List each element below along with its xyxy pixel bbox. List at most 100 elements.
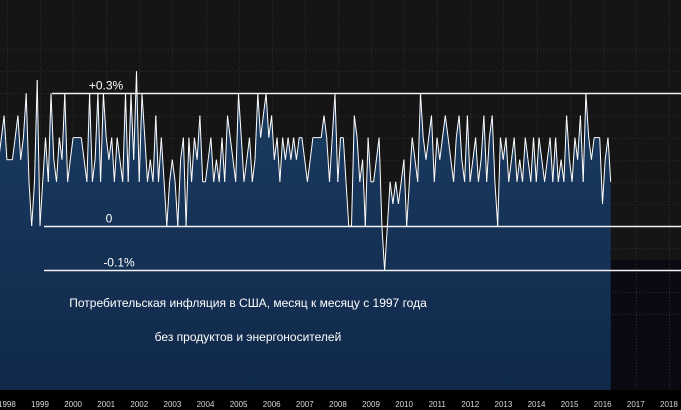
series-line-segment	[224, 115, 228, 182]
x-axis-ticks: 1998 1999 2000 2001 2002 2003 2004 2005 2006 2007…	[0, 400, 678, 409]
series-line-segment	[362, 159, 366, 227]
series-line-segment	[69, 137, 74, 160]
series-line-segment	[125, 93, 129, 182]
series-line-segment	[439, 137, 443, 160]
series-line-segment	[271, 115, 275, 160]
series-line-segment	[149, 159, 154, 182]
x-tick-label: 2007	[296, 400, 314, 409]
series-line-segment	[522, 137, 526, 182]
x-tick-label: 2010	[395, 400, 413, 409]
x-tick-label: 2000	[64, 400, 82, 409]
series-line-segment	[130, 93, 135, 160]
series-line-segment	[469, 159, 474, 182]
series-line-segment	[83, 159, 88, 182]
series-line-segment	[218, 137, 223, 182]
series-line-segment	[508, 159, 512, 182]
series-line-segment	[61, 93, 66, 160]
series-line-segment	[116, 137, 121, 160]
series-line-segment	[422, 137, 427, 160]
series-line-segment	[579, 115, 584, 182]
series-line-segment	[367, 137, 372, 182]
series-line-segment	[533, 137, 537, 182]
series-line-segment	[444, 115, 449, 138]
series-line-segment	[447, 137, 452, 160]
series-line-segment	[155, 115, 159, 182]
series-line-segment	[433, 137, 438, 182]
series-line-segment	[182, 137, 187, 227]
series-line-segment	[381, 225, 386, 271]
series-line-segment	[455, 115, 460, 138]
chart-title: Потребительская инфляция в США, месяц к …	[69, 296, 427, 310]
series-line-segment	[127, 93, 132, 182]
series-line-segment	[80, 137, 85, 160]
series-lines	[0, 71, 612, 271]
series-line-segment	[265, 93, 270, 138]
series-line-segment	[400, 159, 405, 182]
series-line-segment	[497, 137, 501, 227]
series-line-segment	[488, 115, 493, 138]
series-line-segment	[588, 137, 592, 160]
series-line-segment	[582, 93, 587, 182]
series-line-segment	[196, 115, 201, 160]
series-line-segment	[136, 71, 140, 182]
series-line-segment	[511, 137, 515, 160]
series-line-segment	[94, 93, 99, 160]
series-line-segment	[466, 115, 471, 182]
series-line-segment	[392, 181, 397, 204]
series-line-segment	[414, 159, 419, 182]
series-line-segment	[284, 137, 289, 160]
series-line-segment	[86, 93, 91, 182]
series-line-segment	[235, 93, 239, 182]
series-line-segment	[563, 115, 568, 182]
series-line-segment	[397, 181, 402, 204]
series-line-segment	[262, 93, 267, 116]
series-line-segment	[585, 93, 590, 138]
series-line-segment	[113, 137, 118, 182]
series-line-segment	[282, 137, 286, 160]
series-line-segment	[499, 137, 504, 160]
series-line-segment	[301, 137, 306, 160]
series-line-segment	[268, 115, 273, 138]
x-tick-label: 2008	[329, 400, 347, 409]
series-line-segment	[406, 181, 410, 227]
series-line-segment	[290, 137, 295, 160]
series-line-segment	[519, 159, 523, 182]
series-line-segment	[436, 137, 441, 160]
series-line-segment	[560, 159, 565, 182]
series-line-segment	[240, 137, 245, 182]
series-line-segment	[530, 137, 534, 182]
series-line-segment	[171, 159, 176, 182]
reference-label: +0.3%	[89, 79, 124, 93]
series-line-segment	[199, 115, 204, 182]
series-line-segment	[213, 159, 217, 182]
series-line-segment	[204, 159, 209, 182]
x-tick-label: 2012	[461, 400, 479, 409]
series-line-segment	[574, 137, 579, 160]
series-line-segment	[3, 115, 8, 160]
series-line-segment	[141, 93, 146, 138]
x-tick-label: 2016	[594, 400, 612, 409]
series-line-segment	[185, 137, 190, 227]
series-line-segment	[577, 115, 581, 160]
series-line-segment	[552, 137, 557, 182]
x-tick-label: 2001	[97, 400, 115, 409]
series-line-segment	[359, 159, 364, 182]
series-line-segment	[428, 115, 432, 138]
series-line-segment	[193, 137, 198, 160]
series-line-segment	[22, 93, 27, 138]
series-line-segment	[210, 137, 215, 182]
series-line-segment	[505, 137, 510, 182]
series-line-segment	[28, 181, 33, 227]
series-line-segment	[538, 137, 543, 160]
series-line-segment	[486, 137, 490, 182]
series-line-segment	[464, 115, 468, 182]
series-line-segment	[453, 137, 457, 182]
series-line-segment	[568, 159, 573, 182]
series-line-segment	[306, 159, 311, 182]
series-line-segment	[342, 137, 347, 182]
series-line-segment	[108, 137, 113, 160]
series-line-segment	[373, 159, 377, 182]
series-line-segment	[31, 181, 35, 227]
series-line-segment	[320, 115, 325, 138]
series-line-segment	[144, 137, 148, 182]
